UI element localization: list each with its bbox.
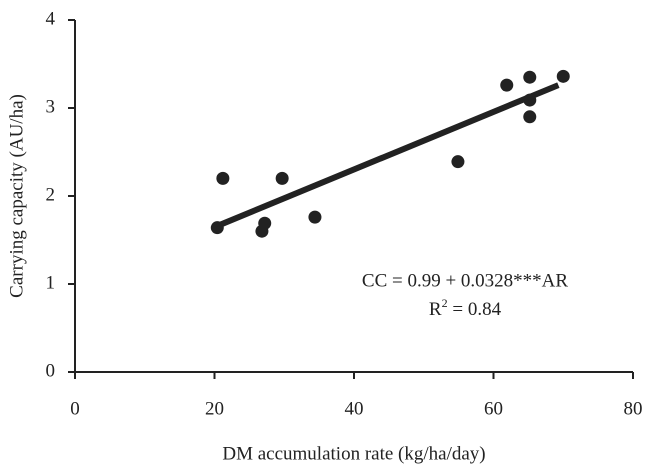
point xyxy=(523,70,537,84)
point xyxy=(258,216,272,230)
fit-line xyxy=(216,82,560,229)
x-tick-label: 40 xyxy=(345,398,364,419)
x-axis-label: DM accumulation rate (kg/ha/day) xyxy=(222,443,485,464)
y-tick-label: 4 xyxy=(46,8,56,29)
r-exp: 2 xyxy=(442,296,448,310)
y-axis-label: Carrying capacity (AU/ha) xyxy=(6,94,27,298)
r-squared: R2 = 0.84 xyxy=(429,296,502,321)
point xyxy=(216,171,230,185)
x-tick-label: 60 xyxy=(484,398,503,419)
y-tick-label: 1 xyxy=(46,272,56,293)
y-tick-label: 0 xyxy=(46,360,56,381)
point xyxy=(556,69,570,83)
point xyxy=(275,171,289,185)
point xyxy=(451,155,465,169)
y-tick-label: 3 xyxy=(46,96,56,117)
x-tick-label: 20 xyxy=(205,398,224,419)
r-base: R xyxy=(429,299,442,320)
point xyxy=(500,78,514,92)
x-tick-label: 80 xyxy=(624,398,643,419)
equation: CC = 0.99 + 0.0328***AR xyxy=(362,270,568,291)
x-tick-label: 0 xyxy=(70,398,80,419)
point xyxy=(308,210,322,224)
y-tick-label: 2 xyxy=(46,184,56,205)
point xyxy=(523,110,537,124)
r-rest: = 0.84 xyxy=(448,299,502,320)
